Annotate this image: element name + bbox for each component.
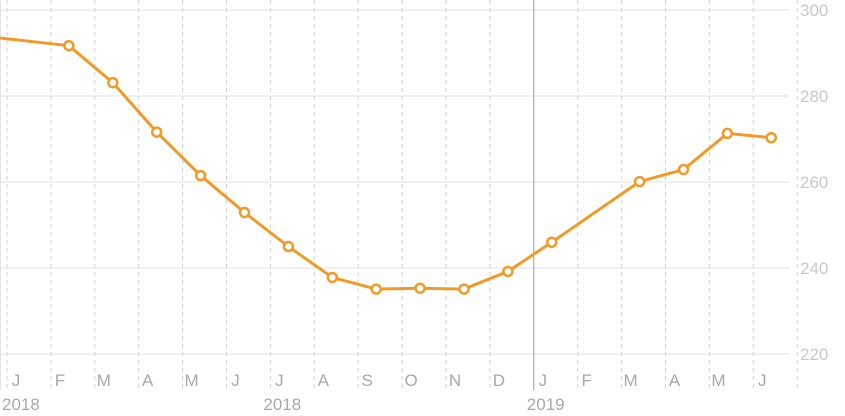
y-tick-label: 260 [800,173,828,192]
series-line [0,36,773,291]
x-tick-label: J [758,371,767,390]
data-point [502,265,514,278]
x-tick-label: F [582,371,592,390]
x-tick-label: O [404,371,417,390]
year-labels: 2018 2018 2019 [2,395,565,414]
x-tick-label: A [142,371,154,390]
x-tick-label: J [12,371,21,390]
x-tick-label: S [362,371,373,390]
year-label: 2018 [2,395,40,414]
data-point [721,127,734,140]
x-tick-label: J [275,371,284,390]
data-point [370,283,382,295]
x-tick-label: M [185,371,199,390]
x-tick-label: M [711,371,725,390]
x-tick-label: F [55,371,65,390]
data-point [107,76,119,89]
year-label: 2018 [263,395,301,414]
data-point [326,271,339,284]
data-point [238,206,251,219]
x-tick-label: A [318,371,330,390]
x-tick-label: M [624,371,638,390]
data-point [150,126,163,138]
data-point [414,282,426,294]
year-label: 2019 [527,395,565,414]
y-tick-label: 300 [800,1,828,20]
y-tick-label: 280 [800,87,828,106]
data-point [677,163,690,176]
data-point [63,39,75,52]
x-tick-label: D [493,371,505,390]
x-tick-label: N [449,371,461,390]
x-tick-label: J [539,371,548,390]
data-point [458,283,470,295]
data-point [546,236,558,248]
data-point [194,169,207,182]
grid [0,0,798,390]
data-point [633,175,646,188]
x-tick-label: M [97,371,111,390]
y-tick-label: 240 [800,259,828,278]
y-tick-label: 220 [800,345,828,364]
x-tick-label: A [669,371,681,390]
data-point [282,240,295,253]
y-axis: 220 240 260 280 300 [800,1,828,364]
data-point [765,131,778,144]
series-line-path [0,36,773,291]
series-points [63,39,778,295]
x-tick-label: J [231,371,240,390]
